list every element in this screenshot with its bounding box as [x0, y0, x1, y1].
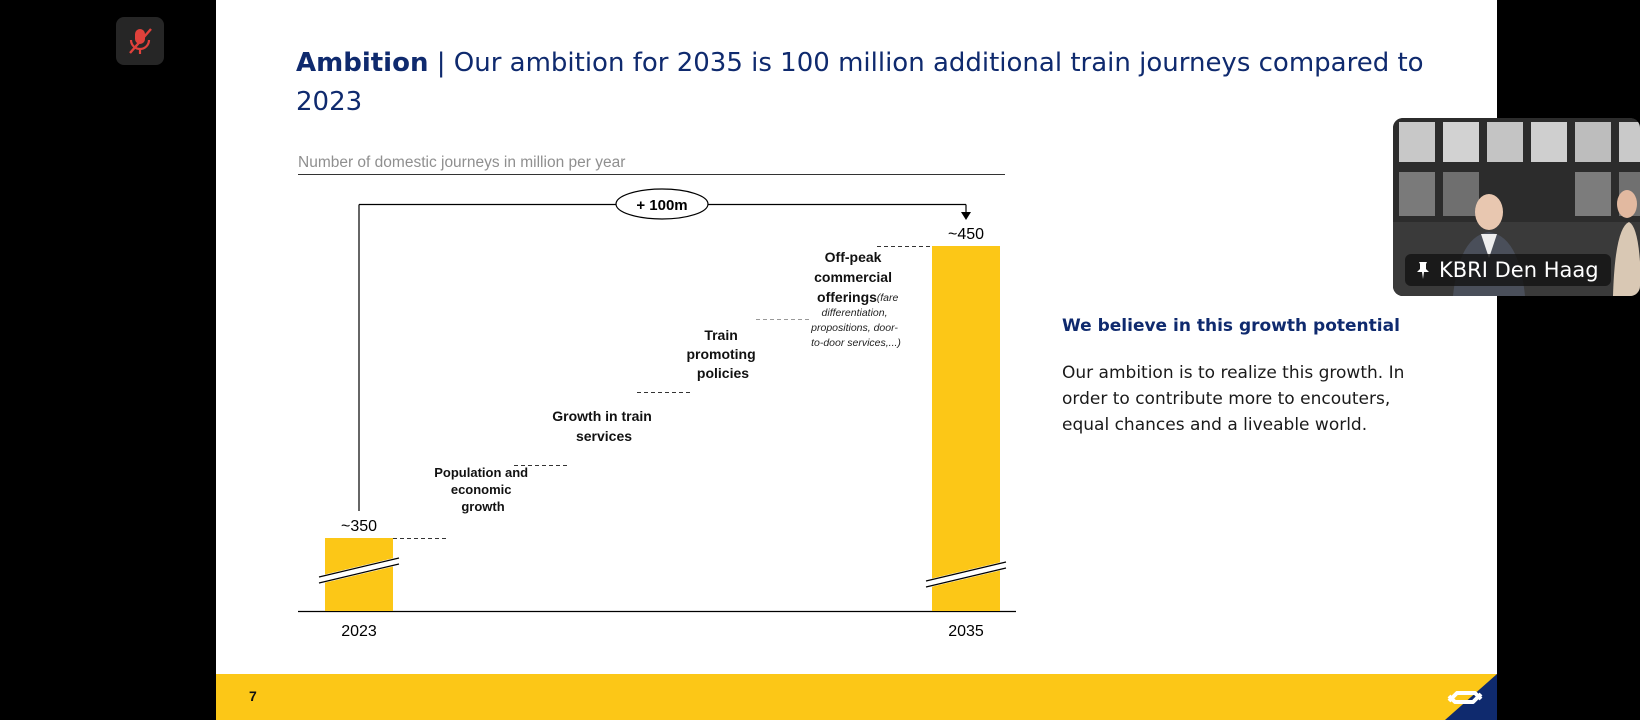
- side-text-body: Our ambition is to realize this growth. …: [1062, 363, 1405, 435]
- page-number: 7: [249, 688, 257, 704]
- axis-break-2023: [318, 557, 400, 584]
- ns-logo-icon: [1445, 674, 1497, 720]
- participant-video-tile[interactable]: KBRI Den Haag: [1393, 118, 1640, 296]
- chart-subtitle: Number of domestic journeys in million p…: [298, 154, 626, 171]
- difference-label: + 100m: [636, 197, 687, 214]
- slide-footer: 7: [216, 674, 1497, 720]
- mic-toggle-button[interactable]: [116, 17, 164, 65]
- title-rest: Our ambition for 2035 is 100 million add…: [296, 48, 1424, 117]
- value-label-2023: ~350: [341, 518, 377, 535]
- title-separator: |: [428, 48, 454, 78]
- side-text-heading: We believe in this growth potential: [1062, 316, 1400, 336]
- driver-train-services: Growth in train services: [552, 408, 655, 444]
- participant-name-tag: KBRI Den Haag: [1405, 254, 1611, 286]
- axis-break-2035: [925, 561, 1007, 588]
- value-label-2035: ~450: [948, 226, 984, 243]
- participant-name: KBRI Den Haag: [1439, 258, 1599, 282]
- pin-icon: [1417, 262, 1429, 279]
- bar-2035: [932, 246, 1000, 611]
- title-bold: Ambition: [296, 48, 429, 78]
- slide-title: Ambition | Our ambition for 2035 is 100 …: [296, 44, 1426, 122]
- driver-off-peak: Off-peak commercial offerings: [814, 249, 896, 305]
- category-label-2035: 2035: [948, 623, 984, 640]
- category-label-2023: 2023: [341, 623, 377, 640]
- difference-ellipse: [615, 188, 709, 220]
- side-text: We believe in this growth potential Our …: [1062, 316, 1432, 438]
- driver-off-peak-note: (fare differentiation, propositions, doo…: [810, 292, 901, 349]
- waterfall-chart: 2023 2035 ~350 ~450 Population and econo…: [298, 174, 1016, 640]
- presentation-slide: Ambition | Our ambition for 2035 is 100 …: [216, 0, 1497, 720]
- mic-muted-icon: [129, 28, 152, 54]
- driver-policies: Train promoting policies: [686, 327, 759, 381]
- driver-population: Population and economic growth: [434, 465, 532, 514]
